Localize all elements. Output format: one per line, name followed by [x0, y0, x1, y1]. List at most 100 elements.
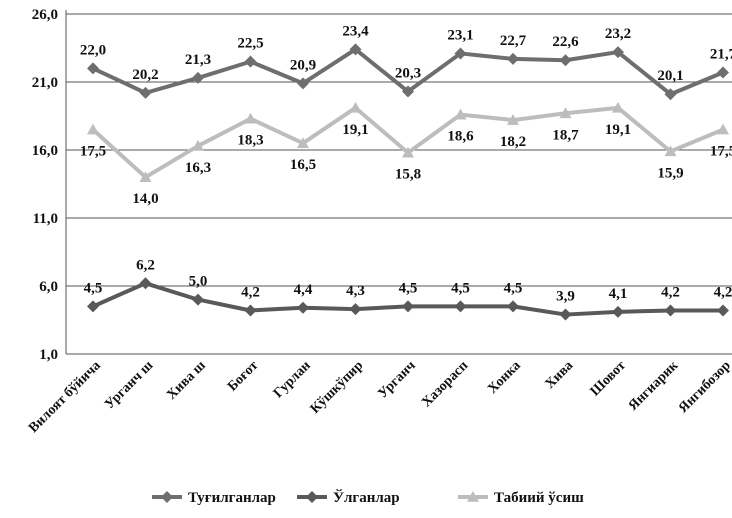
data-point	[664, 88, 677, 101]
data-label: 23,2	[605, 26, 631, 42]
x-tick-label: Янгибозор	[676, 358, 732, 416]
data-label: 16,3	[185, 160, 211, 176]
data-point	[717, 123, 729, 135]
data-point	[507, 52, 519, 65]
data-label: 14,0	[132, 191, 158, 207]
data-label: 4,2	[714, 284, 732, 300]
data-point	[139, 171, 152, 182]
data-label: 20,9	[290, 57, 316, 73]
data-label: 18,6	[447, 129, 474, 145]
data-point	[454, 47, 467, 60]
x-tick-label: Шовот	[588, 358, 629, 399]
data-point	[87, 123, 99, 135]
y-tick-label: 16,0	[32, 143, 58, 159]
data-label: 4,1	[609, 286, 628, 302]
legend-label: Ўлганлар	[333, 489, 400, 506]
data-point	[349, 43, 362, 56]
data-point	[717, 66, 729, 79]
legend-label: Табиий ўсиш	[494, 490, 584, 506]
x-tick-label: Урганч	[376, 358, 419, 401]
data-point	[192, 71, 204, 84]
x-tick-label: Хива	[543, 358, 577, 392]
legend-marker	[467, 491, 479, 502]
data-point	[559, 54, 572, 67]
data-point	[192, 139, 204, 151]
x-tick-label: Хазорасп	[419, 358, 471, 410]
data-label: 19,1	[342, 122, 368, 138]
data-point	[402, 146, 414, 158]
data-label: 4,4	[294, 282, 313, 298]
data-point	[612, 46, 624, 59]
data-label: 18,7	[552, 127, 579, 143]
x-tick-label: Янгиарик	[626, 358, 682, 414]
y-tick-label: 26,0	[32, 7, 58, 23]
y-tick-label: 6,0	[39, 279, 58, 295]
data-point	[87, 300, 99, 313]
data-point	[559, 308, 572, 321]
x-tick-label: Вилоят бўйича	[26, 358, 104, 436]
legend-marker	[306, 491, 318, 503]
data-label: 17,5	[710, 144, 732, 160]
data-label: 4,5	[451, 280, 470, 296]
data-label: 23,4	[342, 23, 369, 39]
data-point	[454, 300, 467, 313]
data-label: 4,2	[241, 284, 260, 300]
data-label: 22,0	[80, 42, 106, 58]
data-label: 16,5	[290, 157, 316, 173]
x-tick-label: Урганч ш	[102, 358, 156, 412]
data-point	[297, 137, 309, 148]
data-label: 21,7	[710, 46, 732, 62]
data-label: 17,5	[80, 144, 106, 160]
data-label: 22,6	[552, 34, 579, 50]
data-point	[244, 112, 257, 124]
data-label: 6,2	[136, 257, 155, 273]
x-tick-label: Гурлан	[271, 358, 314, 401]
legend-marker	[161, 491, 173, 503]
data-point	[349, 303, 362, 316]
data-point	[139, 86, 152, 99]
data-label: 15,9	[657, 165, 683, 181]
data-point	[402, 300, 414, 313]
data-point	[139, 277, 152, 290]
data-label: 20,2	[132, 67, 158, 83]
data-point	[244, 304, 257, 317]
data-label: 3,9	[556, 289, 575, 305]
x-tick-label: Хива ш	[164, 358, 209, 403]
data-label: 21,3	[185, 52, 211, 68]
data-point	[192, 293, 204, 306]
data-label: 22,5	[237, 36, 263, 52]
data-point	[612, 101, 624, 113]
data-label: 4,3	[346, 283, 365, 299]
data-label: 5,0	[189, 274, 208, 290]
x-tick-label: Хонка	[485, 358, 524, 397]
data-label: 20,3	[395, 66, 421, 82]
data-label: 15,8	[395, 167, 421, 183]
data-label: 18,2	[500, 134, 526, 150]
data-point	[402, 85, 414, 98]
data-label: 18,3	[237, 133, 263, 149]
y-tick-label: 11,0	[33, 211, 58, 227]
data-point	[612, 305, 624, 318]
data-point	[454, 108, 467, 120]
y-tick-label: 1,0	[39, 347, 58, 363]
data-point	[297, 301, 309, 314]
data-point	[244, 55, 257, 68]
data-label: 4,2	[661, 284, 680, 300]
x-tick-label: Кўшкўпир	[308, 358, 367, 417]
data-label: 22,7	[500, 33, 527, 49]
data-label: 4,5	[504, 280, 523, 296]
y-tick-label: 21,0	[32, 75, 58, 91]
data-point	[717, 304, 729, 317]
data-point	[349, 101, 362, 113]
data-point	[507, 114, 519, 125]
data-point	[664, 304, 677, 317]
data-point	[559, 107, 572, 119]
data-label: 4,5	[84, 280, 103, 296]
data-label: 4,5	[399, 280, 418, 296]
data-label: 19,1	[605, 122, 631, 138]
data-point	[87, 62, 99, 75]
data-label: 23,1	[447, 27, 473, 43]
x-tick-label: Боғот	[225, 358, 261, 394]
data-label: 20,1	[657, 68, 683, 84]
